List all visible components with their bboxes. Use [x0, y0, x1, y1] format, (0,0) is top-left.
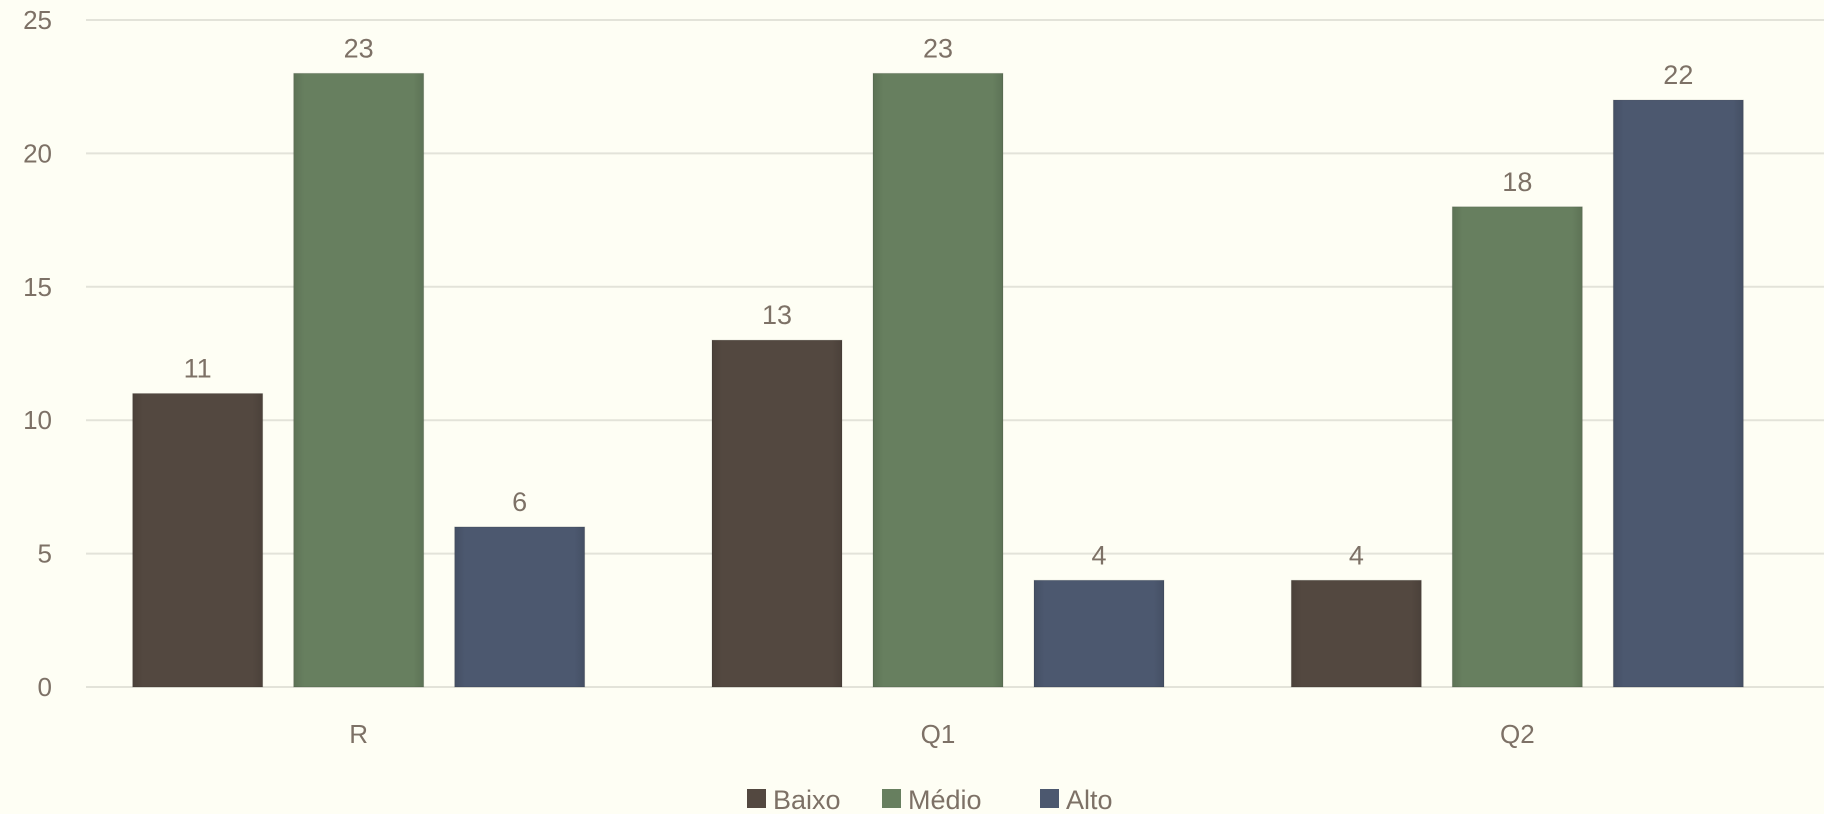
data-label: 4: [1091, 540, 1106, 570]
data-label: 11: [184, 354, 212, 384]
legend-swatch: [1040, 789, 1059, 808]
x-axis: R Q1 Q2: [349, 719, 1534, 749]
legend-label: Médio: [908, 785, 982, 814]
x-category-label: Q2: [1500, 719, 1535, 749]
bars: [132, 72, 1744, 688]
bar-shading: [1291, 580, 1422, 687]
legend-swatch: [882, 789, 901, 808]
bar-shading: [454, 526, 585, 687]
bar-shading: [1452, 206, 1583, 687]
x-category-label: R: [349, 719, 368, 749]
bar-shading: [132, 393, 263, 687]
y-tick-label: 15: [23, 272, 52, 302]
data-label: 18: [1502, 167, 1532, 197]
data-label: 4: [1349, 540, 1364, 570]
data-label: 6: [512, 487, 527, 517]
bar-shading: [1034, 580, 1164, 687]
y-tick-label: 25: [23, 5, 52, 35]
legend-label: Baixo: [773, 785, 841, 814]
bar-shading: [293, 73, 424, 688]
data-label: 22: [1663, 60, 1693, 90]
y-tick-label: 10: [23, 405, 52, 435]
legend-swatch: [747, 789, 766, 808]
y-tick-label: 20: [23, 138, 52, 168]
data-label: 13: [762, 300, 792, 330]
data-label: 23: [923, 33, 953, 63]
legend-label: Alto: [1066, 785, 1113, 814]
y-axis: 0 5 10 15 20 25: [23, 5, 52, 702]
data-labels: 11 23 6 13 23 4 4 18 22: [184, 33, 1694, 570]
y-tick-label: 0: [38, 672, 52, 702]
legend: Baixo Médio Alto: [747, 785, 1113, 814]
bar-shading: [1613, 100, 1744, 688]
data-label: 23: [344, 33, 374, 63]
y-tick-label: 5: [38, 539, 52, 569]
bar-shading: [712, 340, 842, 687]
bar-shading: [873, 73, 1003, 688]
x-category-label: Q1: [921, 719, 956, 749]
